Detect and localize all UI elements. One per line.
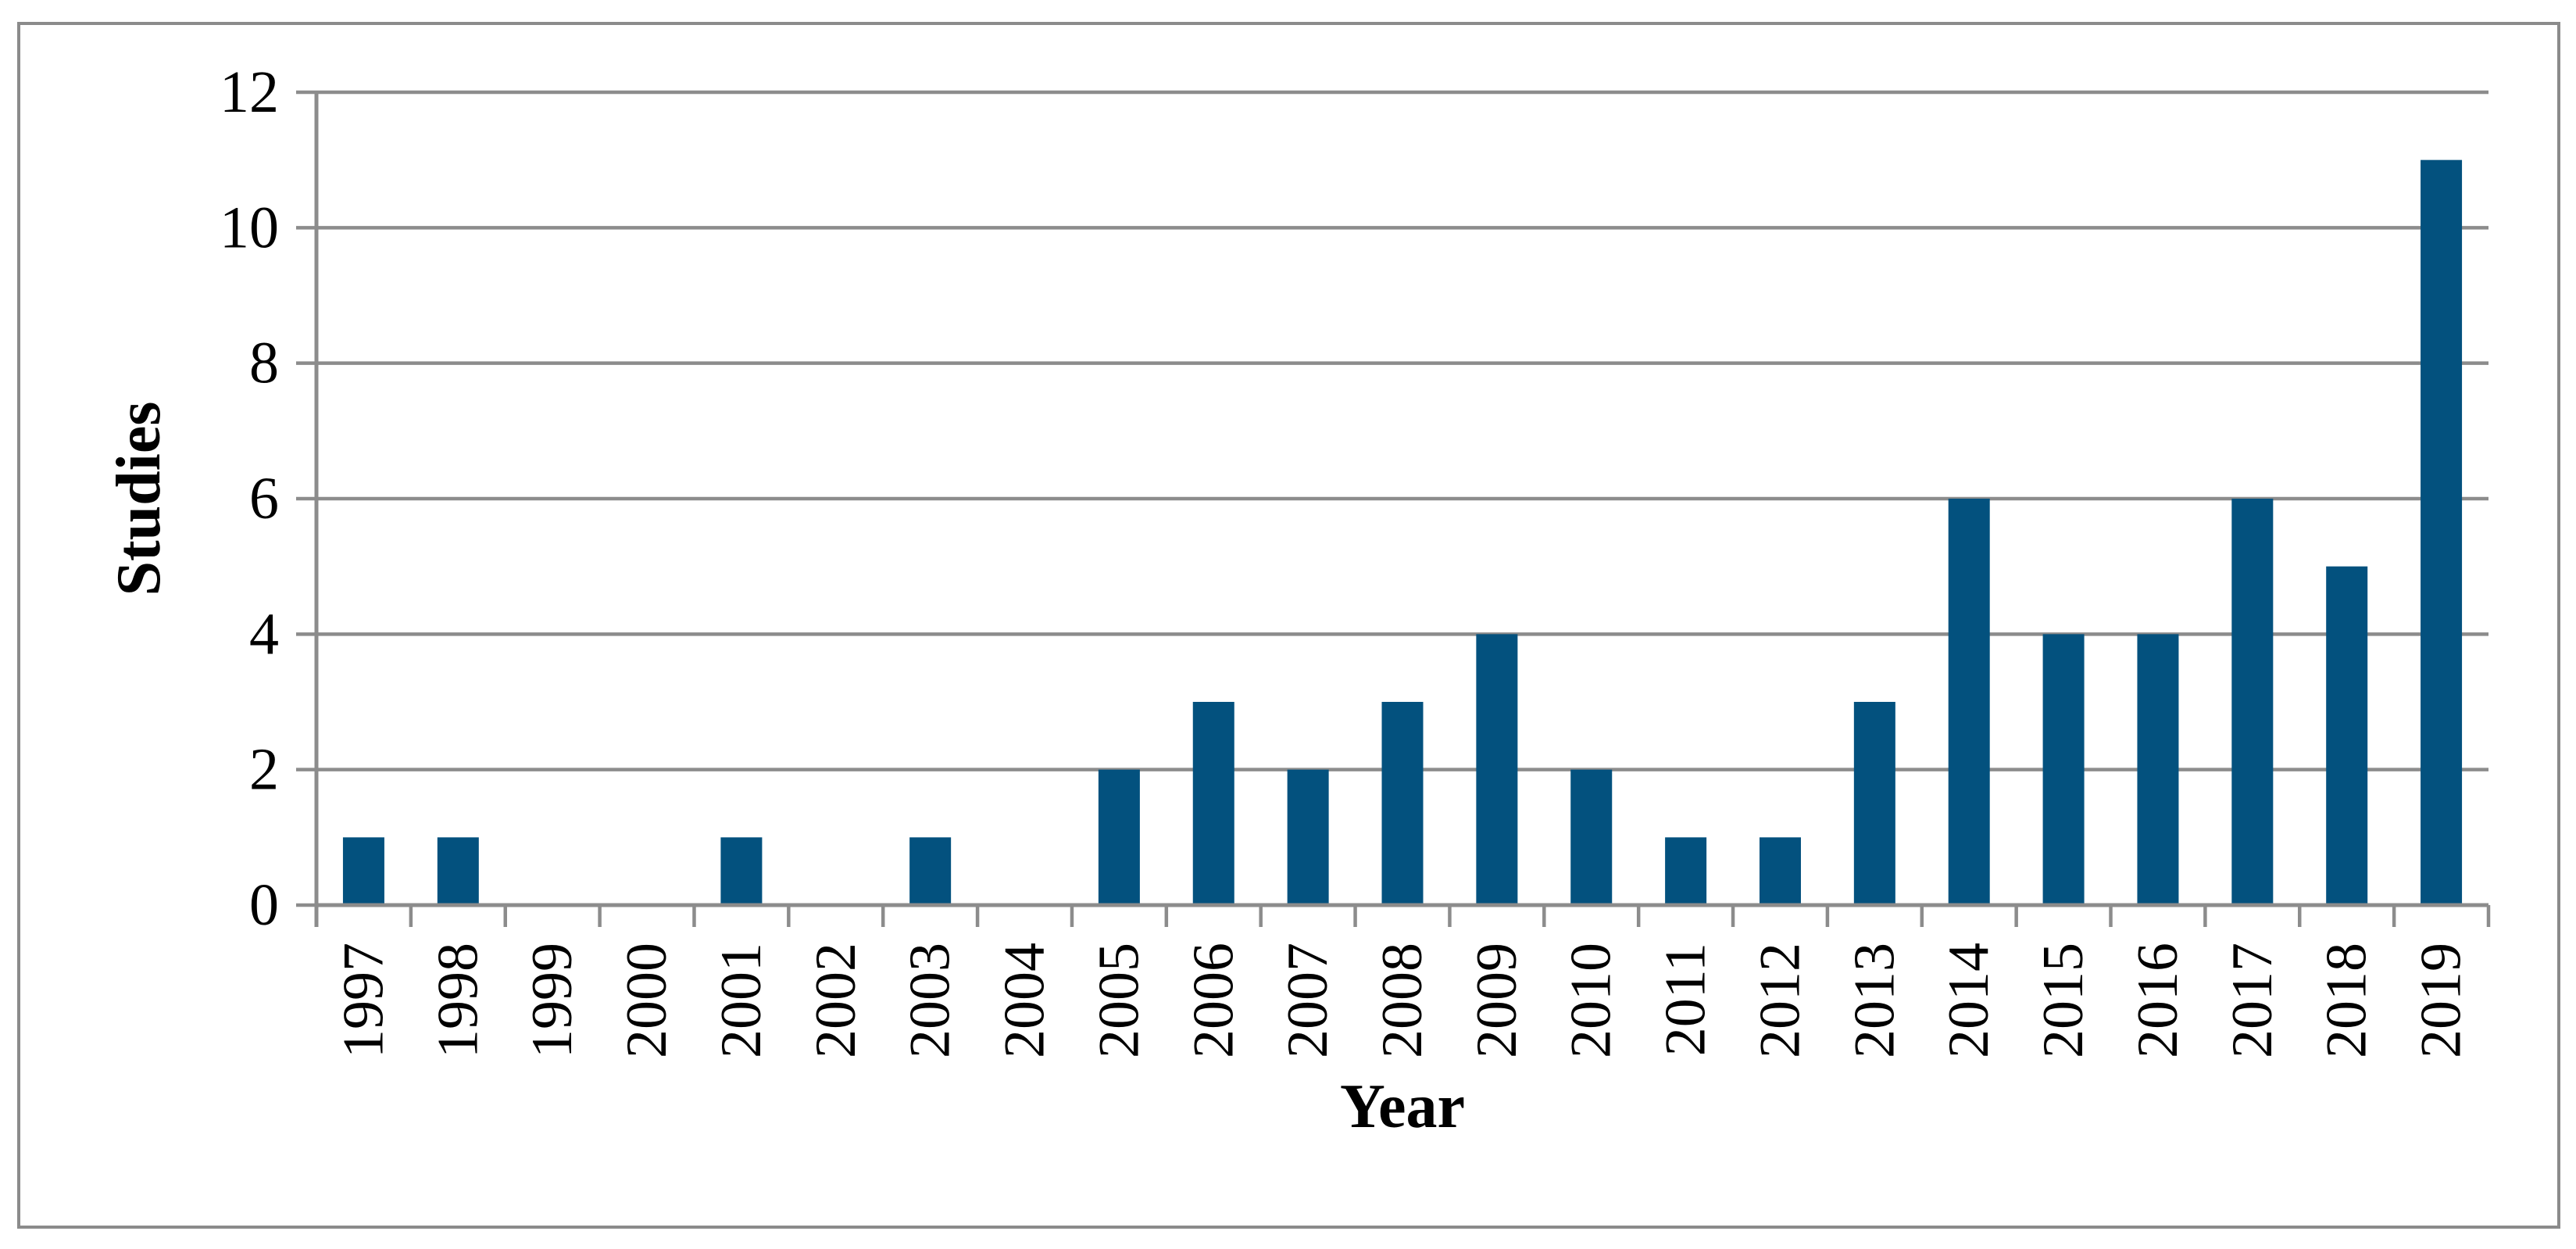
bar-2019 bbox=[2421, 159, 2463, 905]
bar-2007 bbox=[1287, 769, 1329, 905]
bar-2005 bbox=[1098, 769, 1140, 905]
figure-border bbox=[17, 22, 2560, 1229]
bar-2006 bbox=[1192, 702, 1234, 905]
x-tick-label-2007: 2007 bbox=[1276, 943, 1340, 1058]
x-tick-label-2004: 2004 bbox=[993, 943, 1057, 1058]
x-tick-label-2015: 2015 bbox=[2031, 943, 2095, 1058]
bar-2014 bbox=[1948, 499, 1990, 905]
x-tick-label-2000: 2000 bbox=[615, 943, 679, 1058]
x-tick-label-2008: 2008 bbox=[1370, 943, 1434, 1058]
bars bbox=[342, 159, 2463, 905]
x-tick-label-2006: 2006 bbox=[1181, 943, 1245, 1058]
bar-2008 bbox=[1381, 702, 1424, 905]
bar-2010 bbox=[1570, 769, 1613, 905]
x-tick-label-2001: 2001 bbox=[709, 943, 774, 1058]
x-tick-label-2016: 2016 bbox=[2126, 943, 2190, 1058]
bar-2001 bbox=[720, 837, 763, 905]
axis-lines bbox=[296, 90, 2491, 927]
bar-2017 bbox=[2231, 499, 2274, 905]
x-tick-label-2013: 2013 bbox=[1842, 943, 1906, 1058]
y-tick-label-6: 6 bbox=[249, 466, 279, 531]
x-tick-label-2003: 2003 bbox=[899, 943, 963, 1058]
bar-2012 bbox=[1759, 837, 1801, 905]
y-tick-label-0: 0 bbox=[249, 872, 279, 938]
bar-2003 bbox=[909, 837, 952, 905]
bar-2016 bbox=[2137, 634, 2179, 905]
y-axis-title: Studies bbox=[105, 402, 173, 596]
x-tick-label-2019: 2019 bbox=[2410, 943, 2474, 1058]
y-tick-label-10: 10 bbox=[220, 195, 279, 260]
y-tick-labels: 0 2 4 6 8 10 12 bbox=[220, 59, 279, 938]
x-tick-label-2002: 2002 bbox=[804, 943, 868, 1058]
x-tick-label-1999: 1999 bbox=[520, 943, 584, 1058]
x-tick-label-2012: 2012 bbox=[1748, 943, 1812, 1058]
bar-1998 bbox=[437, 837, 479, 905]
bar-1997 bbox=[342, 837, 384, 905]
bar-2009 bbox=[1476, 634, 1518, 905]
x-tick-label-2010: 2010 bbox=[1560, 943, 1624, 1058]
x-tick-label-2011: 2011 bbox=[1654, 943, 1718, 1056]
y-tick-label-8: 8 bbox=[249, 331, 279, 396]
x-tick-label-2005: 2005 bbox=[1087, 943, 1151, 1058]
x-tick-labels: 1997 1998 1999 2000 2001 2002 2003 2004 2005 2006… bbox=[331, 943, 2473, 1058]
bar-2015 bbox=[2042, 634, 2085, 905]
x-tick-label-2017: 2017 bbox=[2221, 943, 2285, 1058]
bar-2011 bbox=[1665, 837, 1707, 905]
x-tick-label-2014: 2014 bbox=[1937, 943, 2001, 1058]
bar-2018 bbox=[2326, 566, 2368, 905]
y-tick-label-12: 12 bbox=[220, 59, 279, 125]
x-tick-label-2018: 2018 bbox=[2315, 943, 2379, 1058]
x-tick-label-1997: 1997 bbox=[331, 943, 395, 1058]
gridlines bbox=[316, 90, 2488, 771]
bar-2013 bbox=[1853, 702, 1895, 905]
x-tick-label-2009: 2009 bbox=[1465, 943, 1529, 1058]
y-tick-label-2: 2 bbox=[249, 737, 279, 803]
y-tick-label-4: 4 bbox=[249, 601, 279, 667]
x-tick-label-1998: 1998 bbox=[426, 943, 490, 1058]
x-axis-title: Year bbox=[1340, 1072, 1465, 1141]
